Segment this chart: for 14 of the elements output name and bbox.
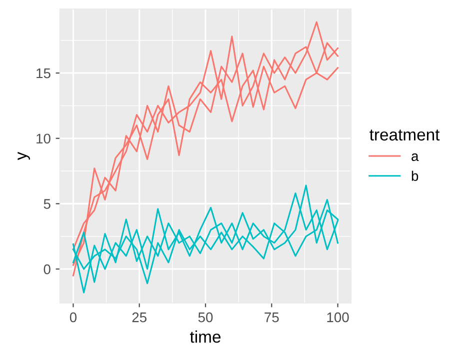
x-tick-label: 50 [198, 312, 213, 322]
y-tick-label: 15 [36, 68, 50, 78]
legend-label: a [412, 153, 419, 162]
y-tick-label: 0 [44, 264, 50, 274]
y-tick-label: 10 [36, 134, 50, 144]
x-tick-label: 0 [70, 312, 77, 322]
x-tick-label: 100 [327, 312, 349, 322]
y-axis-title: y [18, 152, 30, 160]
x-tick-label: 25 [132, 312, 147, 322]
legend-title: treatment [370, 130, 440, 141]
x-tick-label: 75 [264, 312, 279, 322]
y-tick-label: 5 [44, 199, 50, 209]
x-axis-title: time [190, 330, 221, 343]
legend-label: b [412, 170, 418, 181]
